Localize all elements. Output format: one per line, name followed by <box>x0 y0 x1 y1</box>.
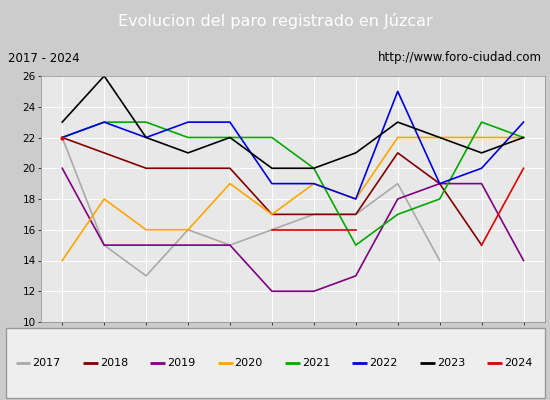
Text: 2017 - 2024: 2017 - 2024 <box>8 52 80 64</box>
FancyBboxPatch shape <box>6 328 544 398</box>
Text: 2021: 2021 <box>302 358 330 368</box>
Text: Evolucion del paro registrado en Júzcar: Evolucion del paro registrado en Júzcar <box>118 13 432 29</box>
Text: 2024: 2024 <box>504 358 532 368</box>
Text: http://www.foro-ciudad.com: http://www.foro-ciudad.com <box>378 52 542 64</box>
Text: 2017: 2017 <box>32 358 60 368</box>
Text: 2023: 2023 <box>437 358 465 368</box>
Text: 2020: 2020 <box>234 358 263 368</box>
Text: 2019: 2019 <box>167 358 195 368</box>
Text: 2018: 2018 <box>100 358 128 368</box>
Text: 2022: 2022 <box>370 358 398 368</box>
